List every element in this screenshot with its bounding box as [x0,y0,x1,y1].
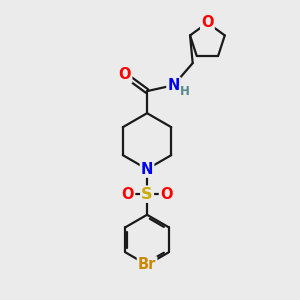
Text: H: H [180,85,190,98]
Text: N: N [141,162,153,177]
Text: O: O [160,187,172,202]
Text: N: N [167,78,180,93]
Text: S: S [141,187,153,202]
Text: O: O [119,68,131,82]
Text: Br: Br [138,257,156,272]
Text: O: O [122,187,134,202]
Text: O: O [201,15,214,30]
